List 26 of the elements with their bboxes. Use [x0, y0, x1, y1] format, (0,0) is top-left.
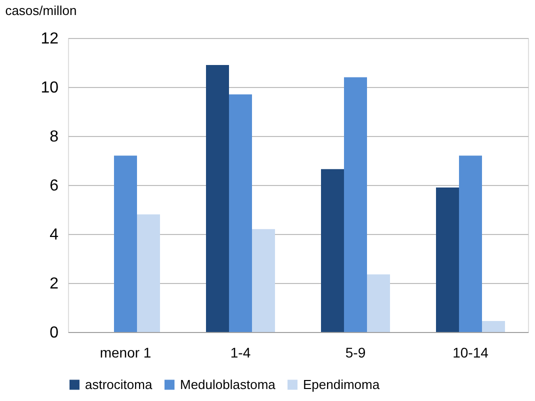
- bar: [482, 320, 505, 332]
- y-tick-label: 6: [50, 178, 59, 194]
- y-tick-label: 0: [50, 324, 59, 342]
- x-tick-label: 1-4: [230, 344, 251, 360]
- bar: [252, 229, 275, 332]
- bar: [137, 214, 160, 332]
- bar: [114, 156, 137, 332]
- x-tick-label: 10-14: [452, 344, 489, 360]
- x-tick-label: 5-9: [345, 344, 366, 360]
- y-tick-label: 12: [40, 30, 59, 48]
- bar: [459, 156, 482, 332]
- bar: [206, 64, 229, 332]
- legend-label: Meduloblastoma: [180, 376, 276, 392]
- y-tick-label: 10: [40, 80, 59, 96]
- bar: [344, 77, 367, 332]
- bar: [367, 274, 390, 332]
- legend-label: astrocitoma: [85, 376, 153, 392]
- y-tick-label: 4: [50, 226, 59, 244]
- y-axis-title: casos/millon: [5, 3, 77, 18]
- y-tick-label: 2: [50, 276, 59, 292]
- bar: [436, 187, 459, 332]
- y-tick-label: 8: [50, 128, 59, 146]
- x-tick-label: menor 1: [100, 344, 152, 360]
- bar: [321, 169, 344, 332]
- bar: [229, 94, 252, 332]
- legend-label: Ependimoma: [303, 376, 380, 392]
